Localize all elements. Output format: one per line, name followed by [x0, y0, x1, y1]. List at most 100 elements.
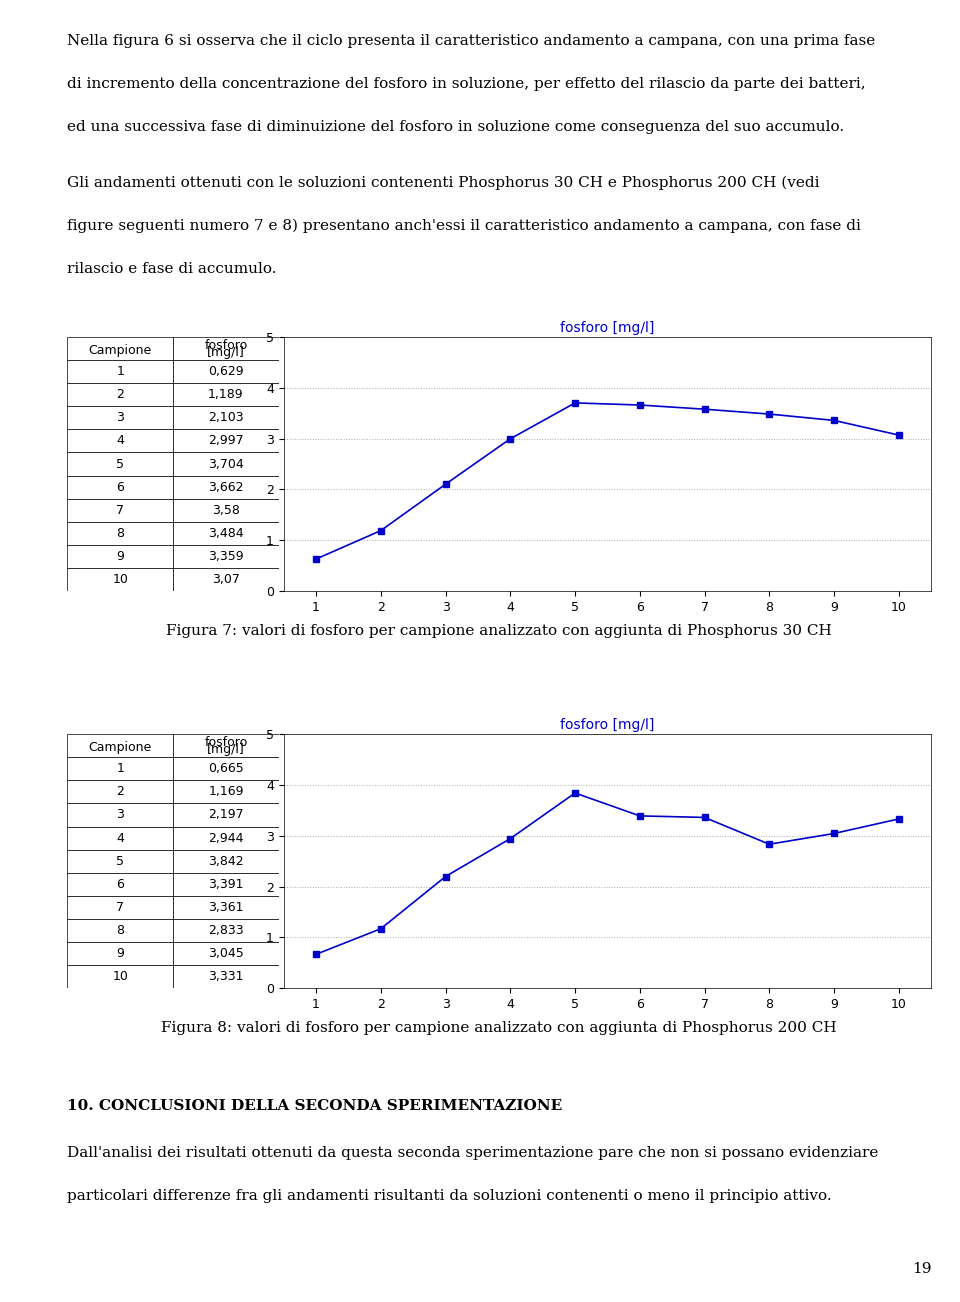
- Text: 3: 3: [116, 809, 124, 822]
- Text: 3,361: 3,361: [208, 901, 244, 914]
- Bar: [67, 430, 173, 453]
- Bar: [173, 361, 278, 383]
- Text: 3,045: 3,045: [208, 947, 244, 960]
- Text: 2: 2: [116, 785, 124, 798]
- Text: Campione: Campione: [88, 741, 152, 754]
- Bar: [173, 734, 278, 758]
- Text: 3,662: 3,662: [208, 480, 244, 493]
- Bar: [173, 965, 278, 988]
- Text: figure seguenti numero 7 e 8) presentano anch'essi il caratteristico andamento a: figure seguenti numero 7 e 8) presentano…: [67, 219, 861, 233]
- Title: fosforo [mg/l]: fosforo [mg/l]: [561, 717, 655, 732]
- Text: Nella figura 6 si osserva che il ciclo presenta il caratteristico andamento a ca: Nella figura 6 si osserva che il ciclo p…: [67, 34, 876, 48]
- Bar: [173, 453, 278, 475]
- Bar: [67, 453, 173, 475]
- Bar: [67, 780, 173, 803]
- Bar: [173, 896, 278, 919]
- Bar: [173, 919, 278, 941]
- Text: 9: 9: [116, 947, 124, 960]
- Bar: [67, 568, 173, 591]
- Text: 4: 4: [116, 435, 124, 448]
- Text: 4: 4: [116, 832, 124, 845]
- Text: 2,944: 2,944: [208, 832, 244, 845]
- Text: fosforo: fosforo: [204, 736, 248, 749]
- Text: 2,197: 2,197: [208, 809, 244, 822]
- Text: rilascio e fase di accumulo.: rilascio e fase di accumulo.: [67, 262, 276, 276]
- Text: Gli andamenti ottenuti con le soluzioni contenenti Phosphorus 30 CH e Phosphorus: Gli andamenti ottenuti con le soluzioni …: [67, 176, 820, 190]
- Bar: [173, 941, 278, 965]
- Text: 3,359: 3,359: [208, 549, 244, 562]
- Text: 3,331: 3,331: [208, 970, 244, 983]
- Text: 2,833: 2,833: [208, 924, 244, 937]
- Text: 9: 9: [116, 549, 124, 562]
- Text: 7: 7: [116, 504, 124, 517]
- Title: fosforo [mg/l]: fosforo [mg/l]: [561, 320, 655, 335]
- Text: 10: 10: [112, 573, 128, 586]
- Text: fosforo: fosforo: [204, 339, 248, 352]
- Text: 3,842: 3,842: [208, 854, 244, 867]
- Bar: [173, 337, 278, 361]
- Text: 8: 8: [116, 527, 124, 540]
- Bar: [67, 522, 173, 544]
- Text: 3,391: 3,391: [208, 878, 244, 891]
- Bar: [173, 383, 278, 406]
- Bar: [173, 780, 278, 803]
- Text: 19: 19: [912, 1262, 931, 1276]
- Text: 3,58: 3,58: [212, 504, 240, 517]
- Bar: [173, 758, 278, 780]
- Text: 5: 5: [116, 854, 124, 867]
- Text: [mg/l]: [mg/l]: [207, 345, 245, 358]
- Bar: [173, 522, 278, 544]
- Text: 1,189: 1,189: [208, 388, 244, 401]
- Bar: [67, 919, 173, 941]
- Text: 6: 6: [116, 480, 124, 493]
- Bar: [173, 430, 278, 453]
- Bar: [67, 361, 173, 383]
- Text: 3: 3: [116, 411, 124, 424]
- Bar: [67, 475, 173, 499]
- Text: [mg/l]: [mg/l]: [207, 742, 245, 755]
- Text: 1,169: 1,169: [208, 785, 244, 798]
- Text: 1: 1: [116, 762, 124, 775]
- Bar: [67, 383, 173, 406]
- Bar: [173, 406, 278, 430]
- Bar: [173, 872, 278, 896]
- Text: 2,103: 2,103: [208, 411, 244, 424]
- Bar: [67, 758, 173, 780]
- Bar: [67, 544, 173, 568]
- Text: 8: 8: [116, 924, 124, 937]
- Bar: [67, 872, 173, 896]
- Bar: [67, 850, 173, 872]
- Bar: [173, 475, 278, 499]
- Text: Figura 7: valori di fosforo per campione analizzato con aggiunta di Phosphorus 3: Figura 7: valori di fosforo per campione…: [166, 624, 832, 638]
- Text: 3,484: 3,484: [208, 527, 244, 540]
- Bar: [173, 803, 278, 827]
- Text: 1: 1: [116, 365, 124, 378]
- Text: 7: 7: [116, 901, 124, 914]
- Text: di incremento della concentrazione del fosforo in soluzione, per effetto del ril: di incremento della concentrazione del f…: [67, 77, 866, 91]
- Text: Campione: Campione: [88, 344, 152, 357]
- Bar: [67, 499, 173, 522]
- Text: 10. CONCLUSIONI DELLA SECONDA SPERIMENTAZIONE: 10. CONCLUSIONI DELLA SECONDA SPERIMENTA…: [67, 1099, 563, 1113]
- Text: 5: 5: [116, 457, 124, 470]
- Bar: [67, 965, 173, 988]
- Text: 10: 10: [112, 970, 128, 983]
- Text: Figura 8: valori di fosforo per campione analizzato con aggiunta di Phosphorus 2: Figura 8: valori di fosforo per campione…: [161, 1021, 837, 1035]
- Text: Dall'analisi dei risultati ottenuti da questa seconda sperimentazione pare che n: Dall'analisi dei risultati ottenuti da q…: [67, 1146, 878, 1160]
- Bar: [67, 803, 173, 827]
- Text: 3,07: 3,07: [212, 573, 240, 586]
- Text: 6: 6: [116, 878, 124, 891]
- Bar: [173, 544, 278, 568]
- Bar: [173, 499, 278, 522]
- Text: particolari differenze fra gli andamenti risultanti da soluzioni contenenti o me: particolari differenze fra gli andamenti…: [67, 1189, 831, 1203]
- Bar: [67, 337, 173, 361]
- Bar: [67, 406, 173, 430]
- Bar: [173, 568, 278, 591]
- Bar: [67, 734, 173, 758]
- Text: 0,629: 0,629: [208, 365, 244, 378]
- Bar: [67, 896, 173, 919]
- Text: 2,997: 2,997: [208, 435, 244, 448]
- Bar: [67, 941, 173, 965]
- Bar: [67, 827, 173, 850]
- Text: ed una successiva fase di diminuizione del fosforo in soluzione come conseguenza: ed una successiva fase di diminuizione d…: [67, 120, 845, 134]
- Text: 3,704: 3,704: [208, 457, 244, 470]
